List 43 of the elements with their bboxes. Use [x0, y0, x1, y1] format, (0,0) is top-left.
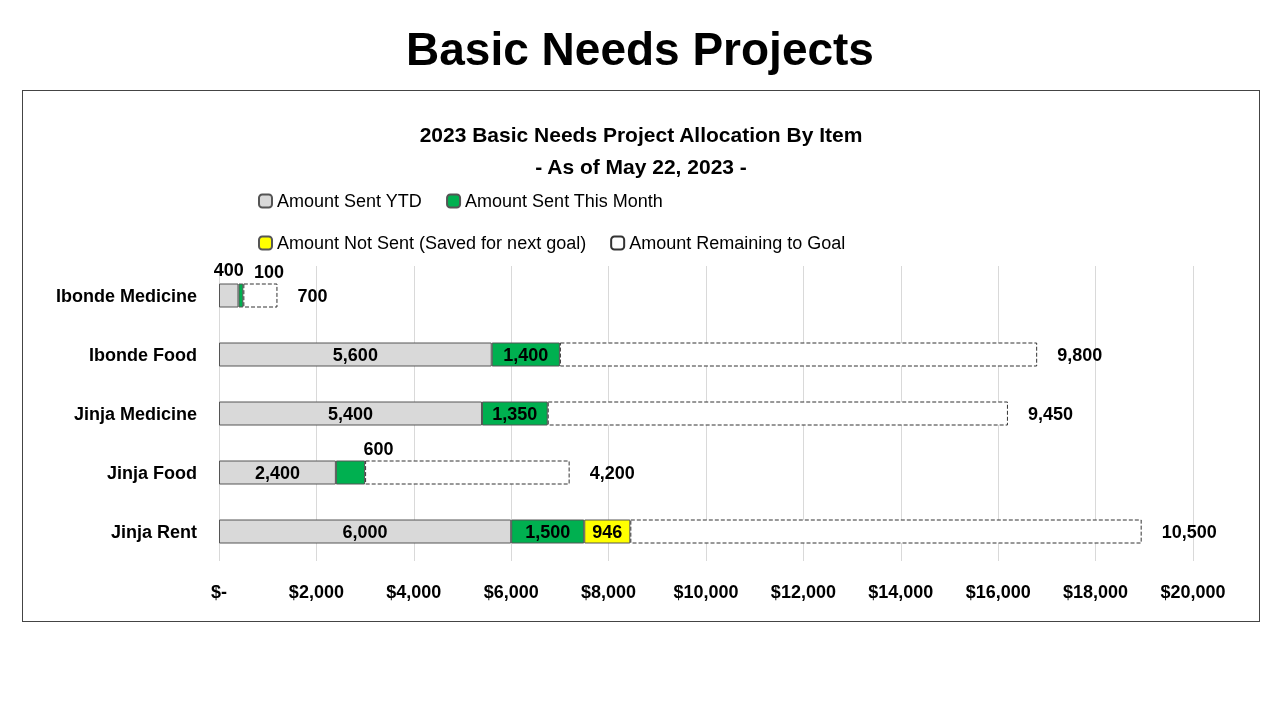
- legend-label: Amount Not Sent (Saved for next goal): [277, 233, 587, 253]
- x-tick-label: $2,000: [288, 582, 344, 602]
- data-label: 5,400: [327, 403, 374, 424]
- x-tick-label: $20,000: [1160, 582, 1226, 602]
- bar: [559, 342, 1038, 367]
- y-tick-label: Ibonde Food: [89, 344, 197, 365]
- data-label: 5,600: [332, 344, 378, 365]
- y-tick-label: Ibonde Medicine: [55, 285, 197, 306]
- data-label: 1,350: [492, 403, 538, 424]
- bar: [630, 519, 1142, 544]
- data-label: 6,000: [342, 521, 388, 542]
- data-label: 400: [213, 259, 244, 280]
- data-label: 600: [363, 438, 394, 459]
- data-label: 9,800: [1057, 344, 1103, 365]
- legend-label: Amount Sent This Month: [465, 191, 663, 211]
- y-tick-label: Jinja Medicine: [73, 403, 197, 424]
- data-label: 2,400: [254, 462, 300, 483]
- y-tick-label: Jinja Rent: [110, 521, 197, 542]
- x-tick-label: $12,000: [770, 582, 836, 602]
- chart-title: Basic Needs Projects: [405, 22, 875, 76]
- x-tick-label: $18,000: [1063, 582, 1129, 602]
- data-label: 700: [297, 285, 328, 306]
- bar: [243, 283, 278, 308]
- bar: [547, 401, 1008, 426]
- data-label: 4,200: [589, 462, 635, 483]
- data-label: 100: [253, 261, 284, 282]
- y-tick-label: Jinja Food: [107, 462, 197, 483]
- legend-label: Amount Remaining to Goal: [629, 233, 846, 253]
- x-tick-label: $4,000: [386, 582, 442, 602]
- legend-label: Amount Sent YTD: [277, 191, 422, 211]
- data-label: 1,400: [503, 344, 549, 365]
- data-label: 10,500: [1161, 521, 1217, 542]
- bar: [365, 460, 570, 485]
- x-tick-label: $16,000: [965, 582, 1031, 602]
- data-label: 9,450: [1027, 403, 1073, 424]
- x-tick-label: $6,000: [483, 582, 539, 602]
- x-tick-label: $-: [210, 582, 228, 602]
- x-tick-label: $14,000: [868, 582, 934, 602]
- x-tick-label: $8,000: [581, 582, 637, 602]
- data-label: 1,500: [525, 521, 571, 542]
- chart-subtitle: 2023 Basic Needs Project Allocation By Item - As of May 22, 2023 -: [419, 122, 863, 178]
- x-tick-label: $10,000: [673, 582, 739, 602]
- data-label: 946: [592, 521, 623, 542]
